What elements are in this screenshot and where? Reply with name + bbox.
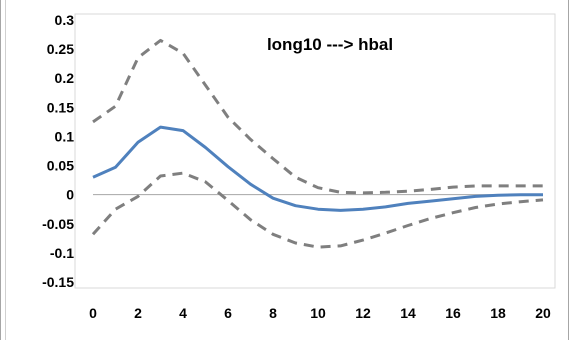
y-tick-label: 0.15 (47, 99, 74, 115)
x-tick-label: 4 (179, 305, 187, 321)
chart-title: long10 ---> hbal (267, 35, 393, 54)
y-tick-label: 0.2 (55, 70, 75, 86)
y-axis-ticks: 0.3 0.25 0.2 0.15 0.1 0.05 0 -0.05 -0.1 -0.15 (42, 12, 74, 290)
x-tick-label: 12 (355, 305, 371, 321)
y-tick-label: 0 (66, 187, 74, 203)
y-tick-label: 0.05 (47, 158, 74, 174)
x-tick-label: 2 (134, 305, 142, 321)
x-tick-label: 20 (535, 305, 551, 321)
x-tick-label: 14 (400, 305, 416, 321)
plot-border (74, 13, 556, 289)
y-tick-label: 0.1 (55, 128, 75, 144)
x-tick-label: 8 (269, 305, 277, 321)
y-tick-label: -0.1 (50, 245, 74, 261)
x-tick-label: 6 (224, 305, 232, 321)
series-group (91, 38, 544, 249)
series-line-upper-bound (92, 38, 543, 195)
series-line-estimate (92, 125, 543, 212)
x-tick-label: 10 (310, 305, 326, 321)
y-tick-label: 0.25 (47, 41, 74, 57)
x-axis-ticks: 0 2 4 6 8 10 12 14 16 18 20 (89, 305, 551, 321)
plot-area (74, 13, 556, 289)
y-tick-label: -0.15 (42, 274, 74, 290)
y-tick-label: 0.3 (55, 12, 75, 28)
y-tick-label: -0.05 (42, 216, 74, 232)
x-tick-label: 18 (490, 305, 506, 321)
x-tick-label: 16 (445, 305, 461, 321)
x-tick-label: 0 (89, 305, 97, 321)
